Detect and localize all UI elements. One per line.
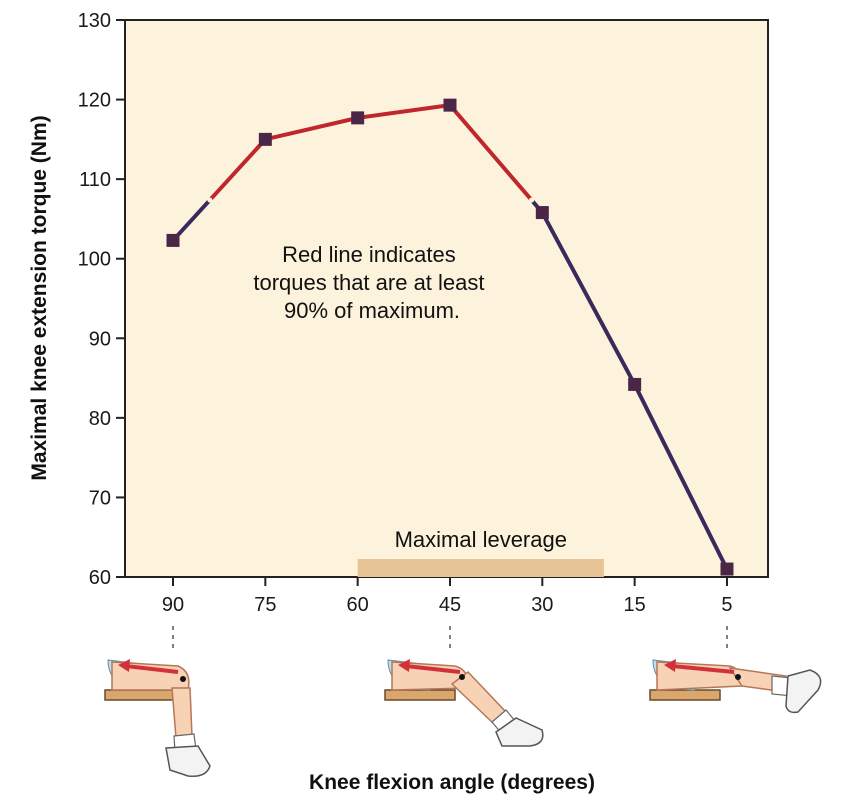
y-axis-title: Maximal knee extension torque (Nm) [28, 115, 51, 480]
y-tick-label: 120 [78, 90, 111, 112]
maximal-leverage-label: Maximal leverage [395, 527, 567, 552]
bench-5 [649, 689, 721, 701]
data-point-marker [351, 111, 365, 125]
data-point-marker [720, 562, 734, 576]
series-line-segment [208, 138, 267, 202]
leader-lines [172, 626, 728, 648]
data-point-marker [258, 132, 272, 146]
bench-45 [384, 689, 456, 701]
shoe-5 [785, 669, 822, 714]
series-line-segment [448, 103, 534, 202]
y-tick-label: 130 [78, 10, 111, 32]
annotation-line-1: Red line indicates [282, 242, 456, 267]
torque-series [166, 98, 734, 576]
shin-90 [171, 687, 193, 739]
muscle-arrow-45 [405, 664, 461, 674]
y-tick-label: 90 [89, 328, 111, 350]
data-point-marker [535, 206, 549, 220]
series-line-segment [264, 115, 359, 142]
maximal-leverage-band [357, 559, 604, 577]
y-tick-label: 100 [78, 249, 111, 271]
plot-area [124, 19, 769, 578]
x-tick-label: 30 [531, 594, 553, 616]
data-point-marker [443, 98, 457, 112]
series-line-segment [171, 198, 212, 242]
x-tick-label: 5 [721, 594, 732, 616]
y-tick-label: 110 [79, 169, 111, 191]
arrowhead-5 [664, 659, 676, 672]
leg-at-45-degrees [384, 659, 544, 747]
leg-at-5-degrees [649, 659, 822, 714]
data-point-marker [166, 233, 180, 247]
x-tick-label: 90 [162, 594, 184, 616]
muscle-arrow-5 [671, 664, 735, 674]
annotation-line-3: 90% of maximum. [284, 298, 460, 323]
annotation-text: Red line indicates torques that are at l… [253, 242, 490, 323]
arrowhead-45 [398, 659, 410, 672]
series-line-segment [632, 383, 729, 570]
shoe-90 [165, 745, 211, 778]
muscle-arrow-90 [125, 664, 179, 674]
annotation-line-2: torques that are at least [253, 270, 484, 295]
arrowhead-90 [118, 659, 130, 672]
series-line-segment [357, 103, 451, 120]
x-axis: 90 75 60 45 30 15 5 [162, 577, 733, 616]
leg-at-90-degrees [104, 659, 211, 778]
knee-pivot-5 [735, 674, 741, 680]
x-tick-label: 60 [347, 594, 369, 616]
x-axis-title: Knee flexion angle (degrees) [309, 771, 595, 794]
series-color-transition [207, 197, 213, 203]
y-axis: 60 70 80 90 100 110 120 130 [78, 10, 125, 589]
data-point-marker [628, 377, 642, 391]
y-tick-label: 80 [89, 408, 111, 430]
series-line-segment [540, 211, 637, 386]
series-color-transition [529, 197, 535, 203]
x-tick-label: 15 [624, 594, 646, 616]
x-tick-label: 45 [439, 594, 461, 616]
y-tick-label: 70 [89, 487, 111, 509]
y-tick-label: 60 [89, 567, 111, 589]
shoe-45 [495, 717, 544, 747]
x-tick-label: 75 [254, 594, 276, 616]
knee-pivot-45 [459, 674, 465, 680]
bench-90 [104, 689, 177, 701]
knee-pivot-90 [180, 676, 186, 682]
